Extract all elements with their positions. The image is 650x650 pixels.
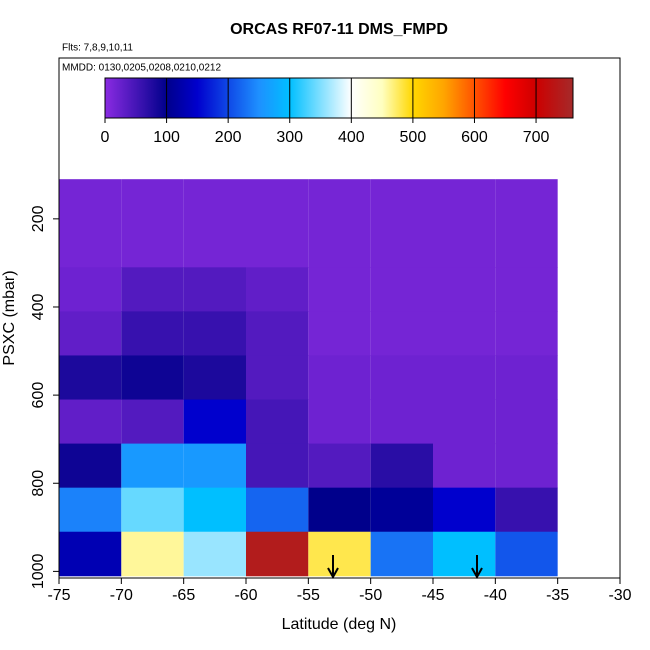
heat-cell xyxy=(308,267,371,312)
heat-cell xyxy=(183,487,246,533)
heat-cell xyxy=(495,179,558,268)
colorbar-tick-label: 0 xyxy=(101,129,110,146)
heat-cell xyxy=(308,355,371,401)
heat-cell xyxy=(495,355,558,401)
x-tick-label: -40 xyxy=(484,587,507,604)
heat-cell xyxy=(370,267,433,312)
heat-cell xyxy=(433,443,496,489)
heat-cell xyxy=(59,311,122,356)
heat-cell xyxy=(433,487,496,533)
heat-cell xyxy=(495,531,558,577)
heat-cell xyxy=(121,443,184,489)
heat-cell xyxy=(59,179,122,268)
heat-cell xyxy=(370,355,433,401)
heat-cell xyxy=(246,399,309,445)
x-tick-label: -30 xyxy=(608,587,631,604)
colorbar-tick-label: 600 xyxy=(461,129,488,146)
heat-cell xyxy=(59,355,122,401)
y-tick-label: 600 xyxy=(30,382,47,409)
x-tick-label: -65 xyxy=(172,587,195,604)
heat-cell xyxy=(370,443,433,489)
heat-cell xyxy=(308,531,371,577)
x-axis-label: Latitude (deg N) xyxy=(282,616,397,633)
heat-cell xyxy=(183,355,246,401)
y-tick-label: 1000 xyxy=(30,553,47,589)
colorbar-tick-label: 500 xyxy=(400,129,427,146)
x-tick-label: -70 xyxy=(110,587,133,604)
x-tick-label: -55 xyxy=(297,587,320,604)
heat-cell xyxy=(246,267,309,312)
heat-cell xyxy=(183,267,246,312)
cells xyxy=(59,179,558,577)
heat-cell xyxy=(183,311,246,356)
heat-cell xyxy=(246,443,309,489)
heat-cell xyxy=(121,267,184,312)
heat-cell xyxy=(246,355,309,401)
heat-cell xyxy=(308,179,371,268)
heat-cell xyxy=(121,487,184,533)
heat-cell xyxy=(246,179,309,268)
heat-cell xyxy=(370,531,433,577)
colorbar-tick-label: 100 xyxy=(153,129,180,146)
colorbar-tick-label: 700 xyxy=(523,129,550,146)
heat-cell xyxy=(495,487,558,533)
heat-cell xyxy=(370,487,433,533)
heat-cell xyxy=(59,531,122,577)
heat-cell xyxy=(121,179,184,268)
heat-cell xyxy=(183,179,246,268)
heat-cell xyxy=(370,399,433,445)
y-tick-label: 400 xyxy=(30,294,47,321)
arrows xyxy=(327,555,483,580)
subtitle: Flts: 7,8,9,10,11 xyxy=(62,43,133,54)
plot-frame xyxy=(58,57,621,579)
heat-cell xyxy=(308,399,371,445)
x-tick-label: -75 xyxy=(47,587,70,604)
heat-cell xyxy=(59,487,122,533)
heat-cell xyxy=(495,443,558,489)
colorbar-tick-label: 400 xyxy=(338,129,365,146)
y-tick-label: 800 xyxy=(30,470,47,497)
heat-cell xyxy=(59,267,122,312)
colorbar-tick-label: 200 xyxy=(215,129,242,146)
x-tick-label: -50 xyxy=(359,587,382,604)
heat-cell xyxy=(121,531,184,577)
colorbar-tick-label: 300 xyxy=(276,129,303,146)
heat-cell xyxy=(246,487,309,533)
heat-cell xyxy=(433,531,496,577)
x-tick-label: -60 xyxy=(234,587,257,604)
colorbar xyxy=(104,77,574,119)
heat-cell xyxy=(59,443,122,489)
chart-title: ORCAS RF07-11 DMS_FMPD xyxy=(230,21,448,38)
heat-cell xyxy=(495,267,558,312)
heat-cell xyxy=(183,399,246,445)
heat-cell xyxy=(433,179,496,268)
heat-cell xyxy=(183,531,246,577)
y-axis-label: PSXC (mbar) xyxy=(1,270,18,365)
heat-cell xyxy=(495,311,558,356)
heat-cell xyxy=(370,311,433,356)
heat-cell xyxy=(433,267,496,312)
heat-cell xyxy=(433,355,496,401)
heat-cell xyxy=(308,487,371,533)
heat-cell xyxy=(246,531,309,577)
heat-cell xyxy=(121,355,184,401)
heat-cell xyxy=(246,311,309,356)
y-tick-label: 200 xyxy=(30,205,47,232)
heat-cell xyxy=(308,443,371,489)
heat-cell xyxy=(121,399,184,445)
heat-cell xyxy=(59,399,122,445)
heat-cell xyxy=(370,179,433,268)
x-tick-label: -45 xyxy=(421,587,444,604)
heat-cell xyxy=(308,311,371,356)
heat-cell xyxy=(183,443,246,489)
annotation: MMDD: 0130,0205,0208,0210,0212 xyxy=(62,63,221,74)
heat-cell xyxy=(495,399,558,445)
heat-cell xyxy=(433,311,496,356)
heat-cell xyxy=(121,311,184,356)
heat-cell xyxy=(433,399,496,445)
x-tick-label: -35 xyxy=(546,587,569,604)
